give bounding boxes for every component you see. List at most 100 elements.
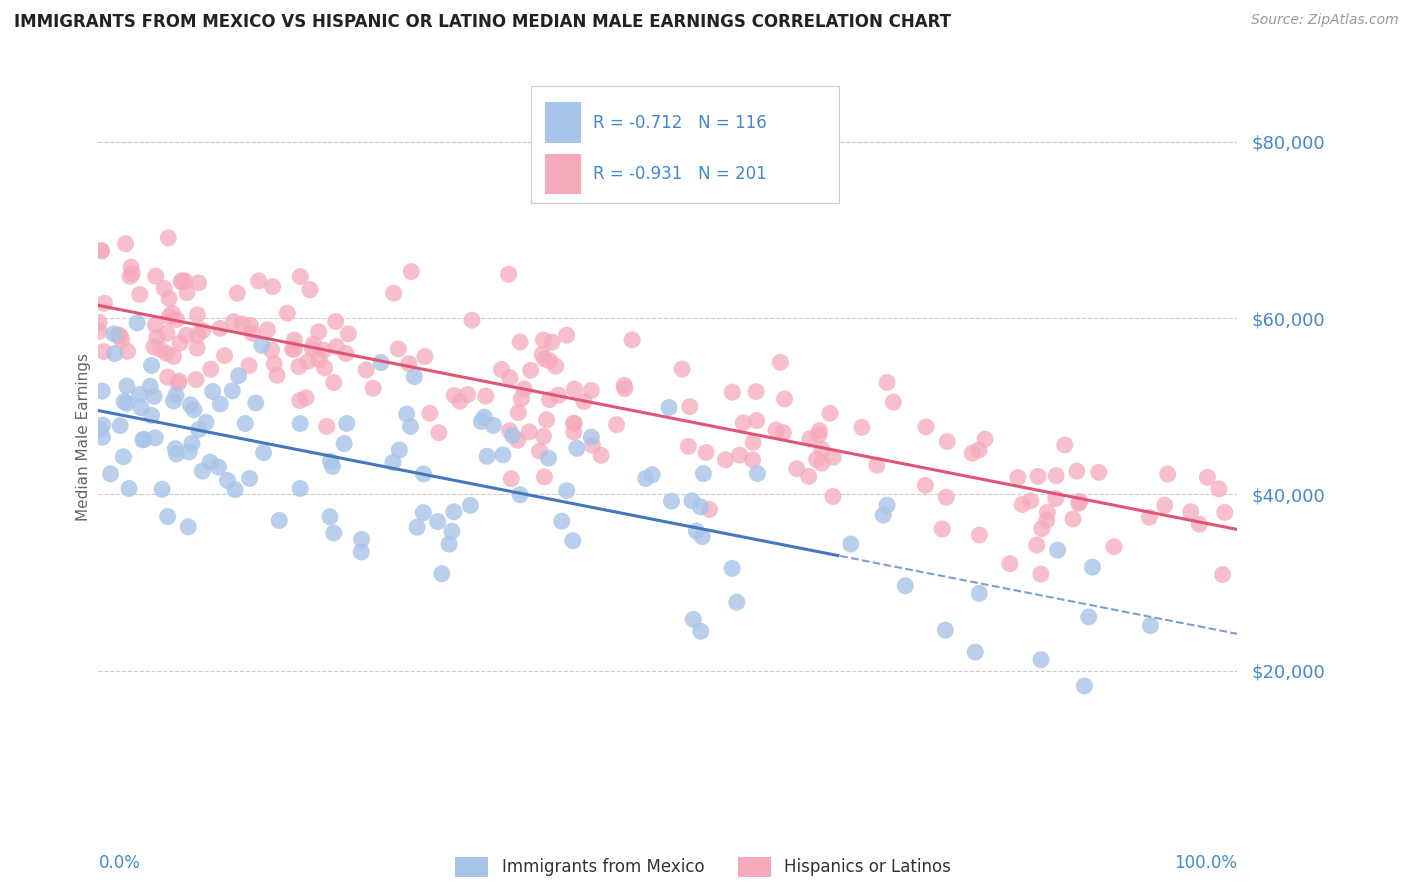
Point	[155, 346, 177, 360]
Point	[361, 381, 384, 395]
Point	[179, 445, 201, 459]
Point	[745, 384, 768, 399]
Point	[501, 472, 523, 486]
Point	[169, 336, 191, 351]
Point	[290, 482, 312, 496]
Y-axis label: Median Male Earnings: Median Male Earnings	[76, 353, 91, 521]
Point	[174, 274, 197, 288]
Point	[728, 448, 751, 462]
Point	[967, 442, 990, 457]
Point	[807, 427, 830, 442]
Point	[818, 406, 841, 420]
Point	[117, 344, 139, 359]
Point	[302, 337, 325, 351]
Point	[962, 446, 984, 460]
Point	[498, 267, 520, 281]
Point	[381, 455, 404, 469]
Point	[565, 442, 588, 456]
Point	[1157, 467, 1180, 481]
Point	[250, 338, 273, 352]
Point	[238, 359, 260, 373]
Point	[183, 402, 205, 417]
Point	[297, 354, 319, 368]
Point	[160, 306, 183, 320]
Point	[120, 260, 142, 274]
Point	[472, 410, 495, 425]
Point	[93, 296, 115, 310]
Point	[1026, 469, 1049, 483]
Point	[120, 269, 142, 284]
Point	[470, 415, 492, 429]
Point	[156, 370, 179, 384]
Point	[100, 467, 122, 481]
Point	[1045, 468, 1067, 483]
Point	[186, 308, 208, 322]
Point	[692, 467, 714, 481]
Point	[475, 449, 498, 463]
Point	[91, 384, 114, 398]
Point	[564, 382, 586, 396]
Point	[194, 416, 217, 430]
Point	[387, 342, 409, 356]
Point	[509, 488, 531, 502]
Point	[115, 396, 138, 410]
Point	[404, 369, 426, 384]
Point	[1153, 498, 1175, 512]
Point	[314, 360, 336, 375]
Point	[562, 417, 585, 431]
Point	[661, 494, 683, 508]
Point	[561, 533, 583, 548]
Point	[89, 325, 111, 339]
Point	[91, 418, 114, 433]
Point	[797, 469, 820, 483]
Point	[721, 561, 744, 575]
Point	[262, 279, 284, 293]
Point	[177, 520, 200, 534]
Text: R = -0.931   N = 201: R = -0.931 N = 201	[593, 165, 766, 183]
Point	[1137, 510, 1160, 524]
Point	[127, 316, 149, 330]
Point	[533, 470, 555, 484]
Point	[1180, 505, 1202, 519]
Point	[129, 401, 152, 415]
Point	[170, 275, 193, 289]
Point	[671, 362, 693, 376]
Point	[634, 471, 657, 485]
Point	[224, 483, 246, 497]
Point	[162, 394, 184, 409]
Point	[142, 340, 165, 354]
Point	[747, 467, 769, 481]
Point	[513, 382, 536, 396]
Point	[207, 460, 229, 475]
Point	[308, 325, 330, 339]
Point	[325, 314, 347, 328]
FancyBboxPatch shape	[546, 103, 581, 143]
Point	[226, 286, 249, 301]
Point	[821, 490, 844, 504]
Point	[533, 429, 555, 443]
Point	[315, 419, 337, 434]
Point	[221, 384, 243, 398]
Point	[111, 333, 134, 347]
Point	[689, 500, 711, 514]
Point	[191, 324, 214, 338]
Point	[969, 586, 991, 600]
Point	[1212, 567, 1234, 582]
Point	[176, 285, 198, 300]
Point	[605, 417, 627, 432]
Point	[401, 265, 423, 279]
Point	[350, 533, 373, 547]
Point	[180, 436, 202, 450]
Point	[821, 450, 844, 465]
Point	[965, 645, 987, 659]
Point	[769, 355, 792, 369]
Point	[1102, 540, 1125, 554]
Point	[228, 368, 250, 383]
Point	[90, 244, 112, 258]
Point	[290, 417, 312, 431]
Point	[1066, 464, 1088, 478]
Point	[165, 388, 187, 402]
Point	[685, 524, 707, 538]
Point	[1067, 496, 1090, 510]
Point	[1073, 679, 1095, 693]
